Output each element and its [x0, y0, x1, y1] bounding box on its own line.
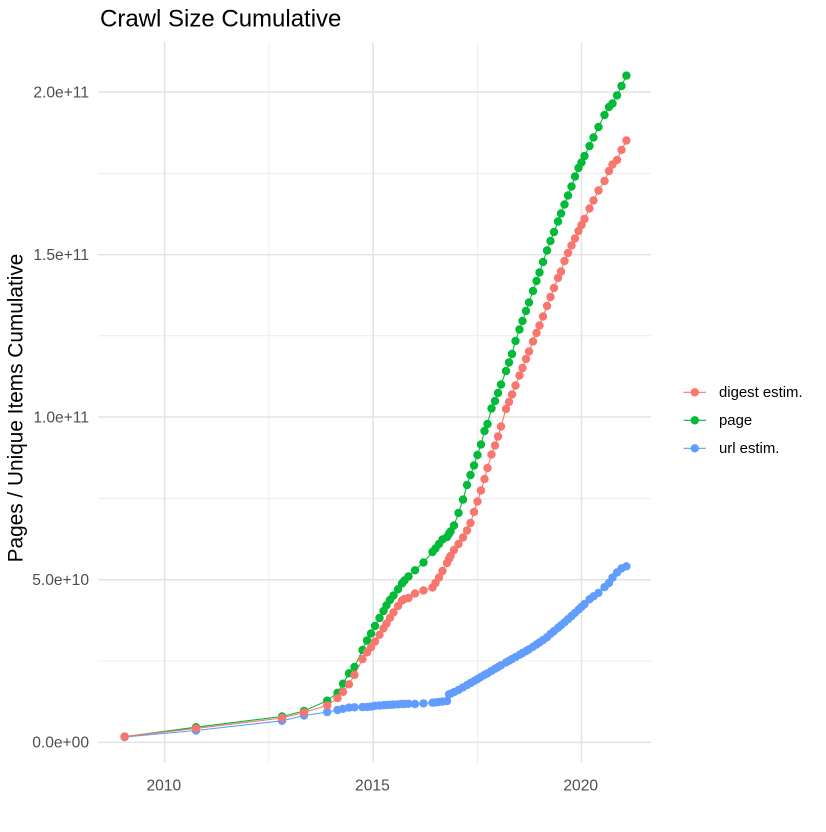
svg-text:5.0e+10: 5.0e+10 — [32, 572, 89, 589]
svg-text:2015: 2015 — [355, 778, 390, 795]
svg-text:digest estim.: digest estim. — [719, 385, 803, 401]
svg-text:Crawl Size Cumulative: Crawl Size Cumulative — [100, 6, 341, 33]
svg-text:Pages / Unique Items Cumulativ: Pages / Unique Items Cumulative — [5, 254, 28, 563]
svg-text:url estim.: url estim. — [719, 441, 779, 457]
svg-text:0.0e+00: 0.0e+00 — [32, 735, 89, 752]
svg-text:2020: 2020 — [563, 778, 598, 795]
svg-text:2.0e+11: 2.0e+11 — [33, 84, 89, 101]
svg-text:1.0e+11: 1.0e+11 — [33, 409, 89, 426]
svg-text:page: page — [719, 413, 752, 429]
svg-text:1.5e+11: 1.5e+11 — [33, 247, 89, 264]
svg-text:2010: 2010 — [146, 778, 181, 795]
